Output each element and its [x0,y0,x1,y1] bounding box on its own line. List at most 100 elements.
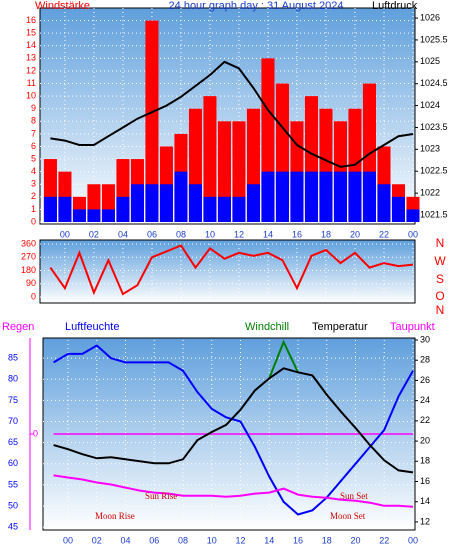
y-tick-label: 55 [8,479,18,489]
compass-label: O [435,289,444,303]
y-tick-label: 4 [31,166,36,176]
y2-tick-label: 20 [420,435,430,445]
y2-tick-label: 26 [420,375,430,385]
line [53,344,414,516]
bar [246,184,260,222]
y-tick-label: 16 [26,15,36,25]
bar [290,171,304,222]
bar [174,171,188,222]
y-tick-label: 60 [8,458,18,468]
y-tick-label: 45 [8,522,18,532]
bar [333,171,347,222]
y-tick-label: 15 [26,28,36,38]
bar [130,184,144,222]
y-tick-label: 3 [31,179,36,189]
bar [203,196,217,222]
y2-axis-label: Luftdruck [372,0,418,12]
y2-tick-label: 16 [420,476,430,486]
x-tick-label: 18 [322,535,332,545]
legend-label: Temperatur [312,321,368,333]
bar [319,171,333,222]
bar [304,171,318,222]
y-tick-label: 80 [8,374,18,384]
y-tick-label: 360 [21,238,36,248]
y-tick-label: 14 [26,40,36,50]
x-tick-label: 02 [89,229,99,239]
x-tick-label: 02 [92,535,102,545]
x-tick-label: 00 [408,229,418,239]
y2-tick-label: 1023 [420,144,440,154]
bar [145,184,159,222]
bar [72,209,86,222]
y2-tick-label: 28 [420,355,430,365]
bar [362,171,376,222]
y-tick-label: 50 [8,500,18,510]
legend-label: Windchill [245,321,289,333]
bar [275,171,289,222]
legend-label: Regen [2,321,34,333]
y-tick-label: 1 [31,204,36,214]
y2-tick-label: 24 [420,395,430,405]
y2-tick-label: 1022.5 [420,166,448,176]
y2-tick-label: 14 [420,496,430,506]
bar [232,196,246,222]
y-tick-label: 8 [31,116,36,126]
y-tick-label: 0 [31,291,36,301]
y-tick-label: 0 [31,216,36,226]
y-tick-label: 10 [26,90,36,100]
line [268,339,299,379]
y2-tick-label: 22 [420,415,430,425]
bar [406,209,420,222]
annotation: Moon Set [330,511,366,521]
line [53,474,414,508]
y-tick-label: 180 [21,265,36,275]
y2-tick-label: 30 [420,334,430,344]
x-tick-label: 16 [293,535,303,545]
rain-tick-label: 0 [33,428,38,438]
y2-tick-label: 1022 [420,187,440,197]
x-tick-label: 10 [205,229,215,239]
line [53,367,414,474]
plot-area [39,239,416,304]
y2-tick-label: 1025.5 [420,34,448,44]
bar [188,184,202,222]
y2-tick-label: 1023.5 [420,122,448,132]
x-tick-label: 14 [264,535,274,545]
bar [203,96,217,222]
x-tick-label: 06 [149,535,159,545]
y-tick-label: 70 [8,416,18,426]
compass-label: N [436,236,445,250]
x-tick-label: 20 [350,535,360,545]
y-tick-label: 9 [31,103,36,113]
y2-tick-label: 18 [420,456,430,466]
compass-label: W [434,254,446,268]
bar [391,196,405,222]
bar [87,209,101,222]
y-tick-label: 6 [31,141,36,151]
x-tick-label: 10 [207,535,217,545]
x-tick-label: 00 [408,535,418,545]
legend-label: Taupunkt [390,321,435,333]
y-tick-label: 85 [8,353,18,363]
y2-tick-label: 1024.5 [420,78,448,88]
y-tick-label: 11 [27,78,36,88]
y2-tick-label: 1025 [420,56,440,66]
chart-title: 24 hour graph day : 31 August 2024 [169,0,344,12]
x-tick-label: 20 [350,229,360,239]
y-tick-label: 65 [8,437,18,447]
x-tick-label: 04 [118,229,128,239]
line [50,60,414,168]
x-tick-label: 12 [234,229,244,239]
y2-tick-label: 12 [420,516,430,526]
x-tick-label: 04 [120,535,130,545]
y-tick-label: 7 [31,128,36,138]
bar [348,171,362,222]
x-tick-label: 08 [178,535,188,545]
bar [159,184,173,222]
bar [101,209,115,222]
compass-label: N [436,303,445,317]
x-tick-label: 22 [379,229,389,239]
y2-tick-label: 1024 [420,100,440,110]
x-tick-label: 00 [60,229,70,239]
